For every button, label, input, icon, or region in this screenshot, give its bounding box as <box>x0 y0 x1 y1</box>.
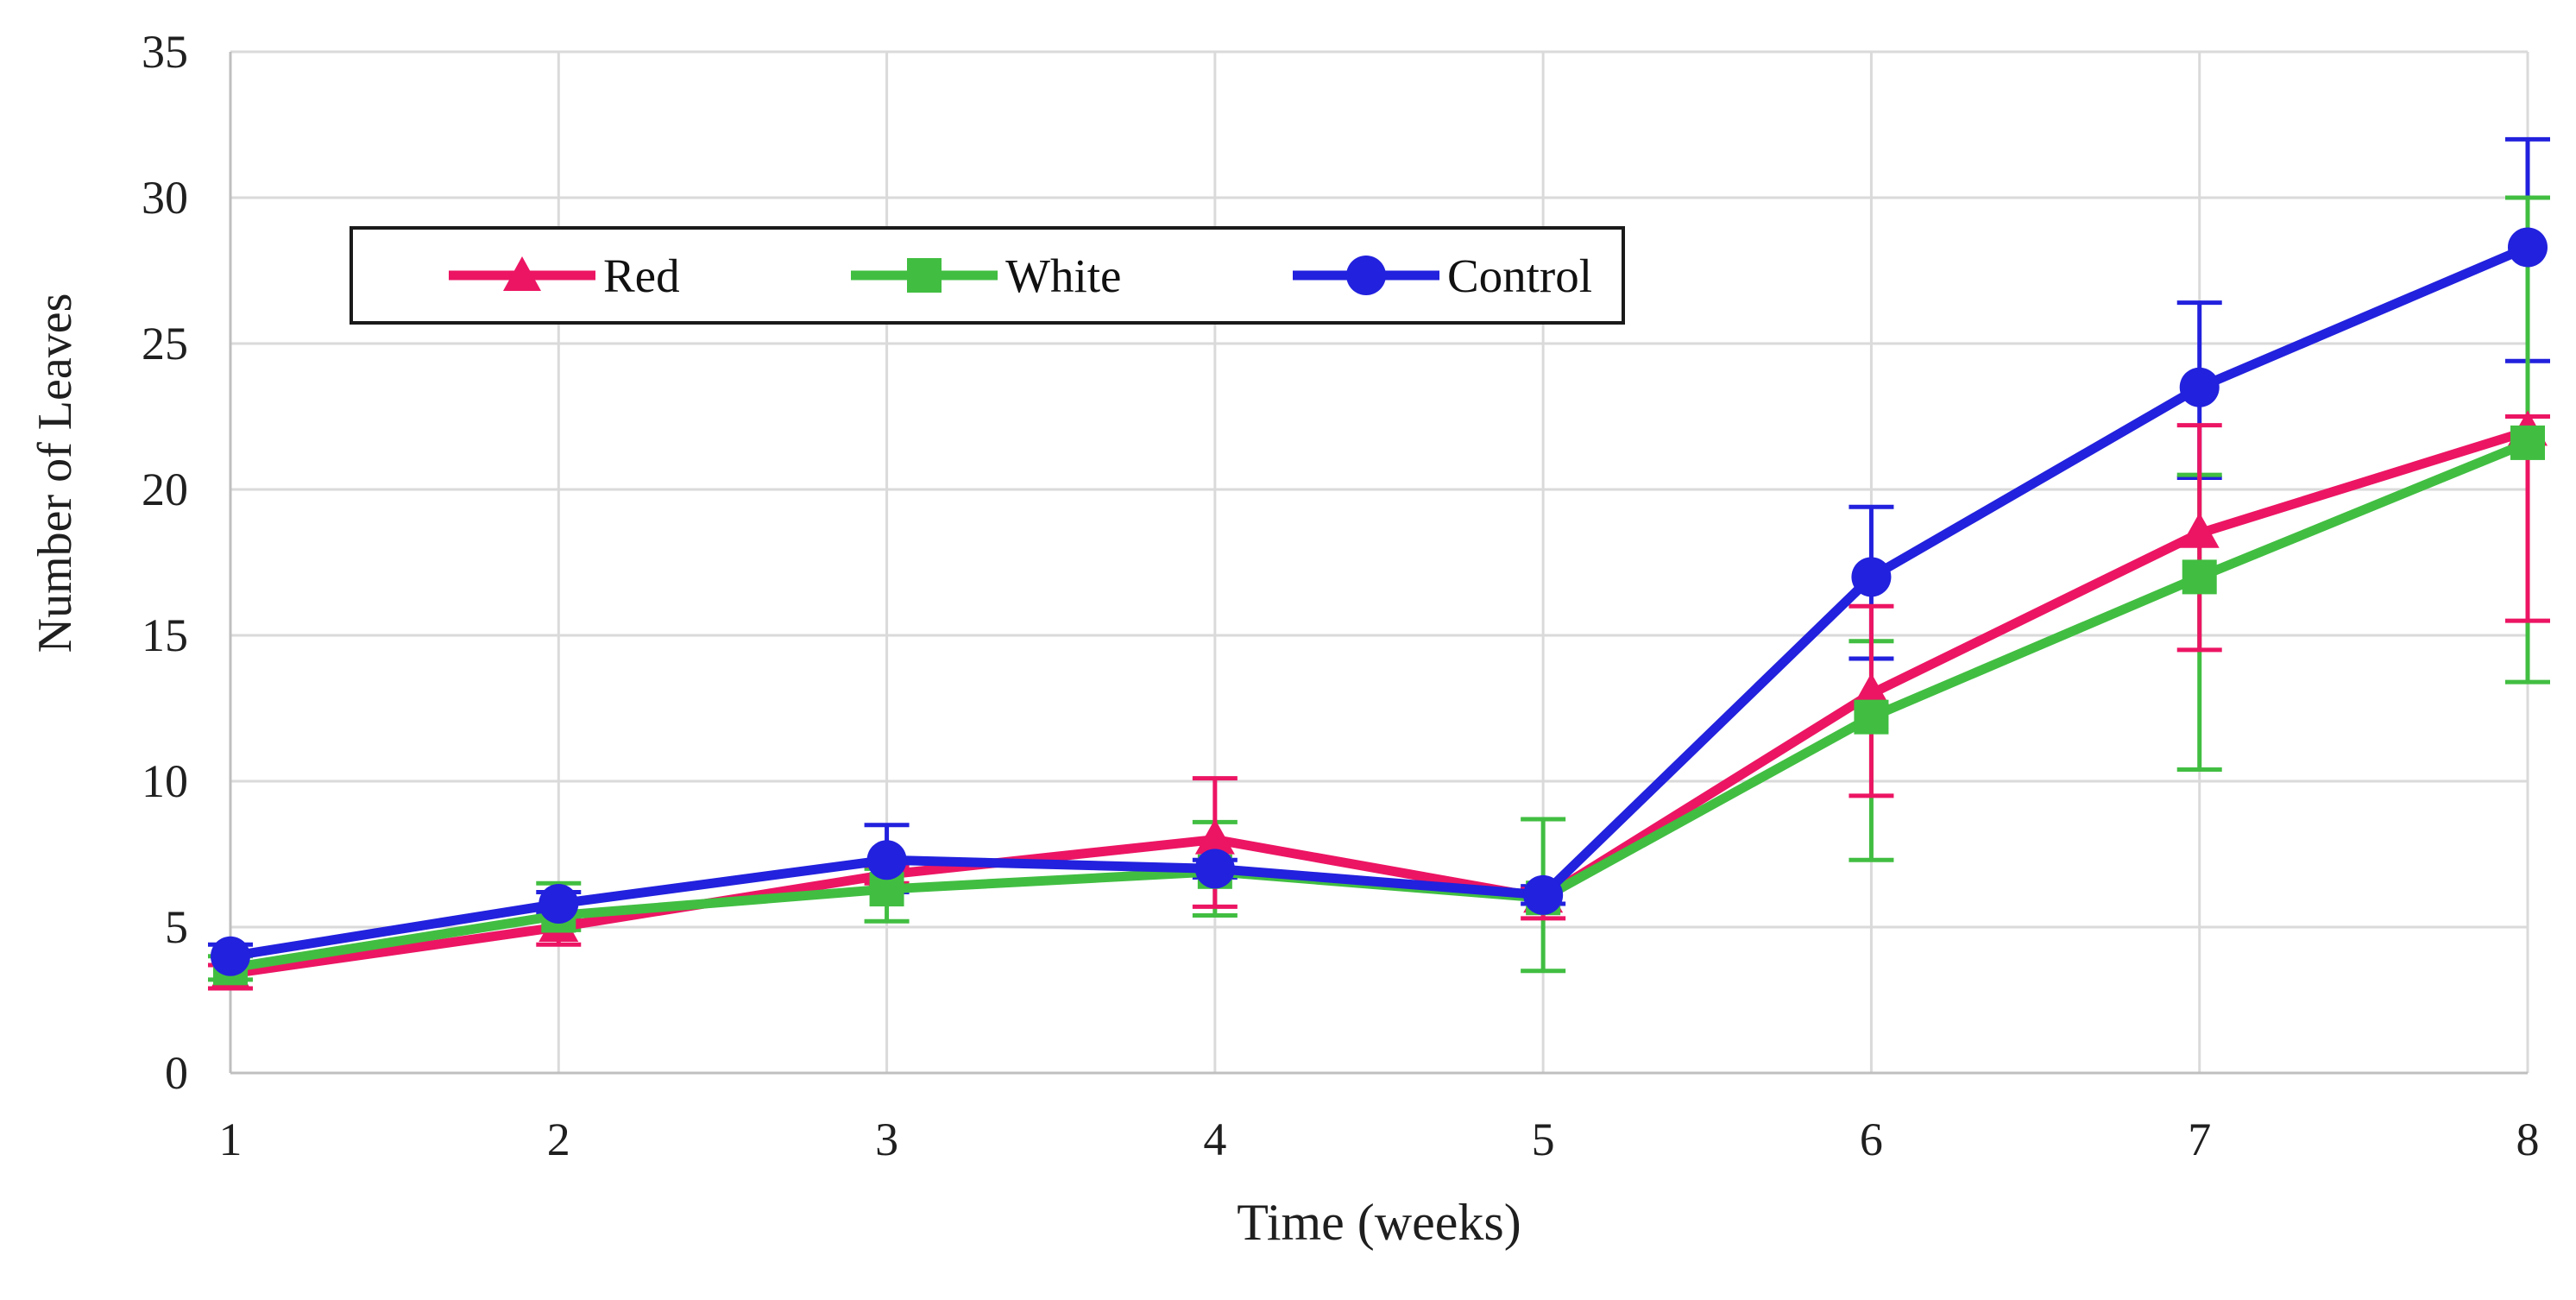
legend-label-control: Control <box>1446 249 1592 302</box>
axes <box>229 52 2528 1075</box>
triangle-marker-icon <box>449 256 595 291</box>
x-tick-label: 7 <box>2188 1114 2211 1165</box>
x-tick-label: 5 <box>1532 1114 1555 1165</box>
legend-label-white: White <box>1005 249 1122 302</box>
y-tick-label: 20 <box>142 464 188 515</box>
x-tick-label: 6 <box>1860 1114 1883 1165</box>
legend-item-white: White <box>847 248 1121 303</box>
tick-labels: 0 5 10 15 20 25 30 35 1 2 3 4 5 6 7 8 <box>142 26 2540 1165</box>
x-axis-title: Time (weeks) <box>1237 1194 1521 1251</box>
x-tick-label: 1 <box>219 1114 242 1165</box>
x-tick-label: 3 <box>875 1114 898 1165</box>
y-tick-label: 0 <box>165 1047 188 1099</box>
y-tick-label: 35 <box>142 26 188 78</box>
y-axis-title: Number of Leaves <box>28 293 82 653</box>
x-tick-label: 4 <box>1203 1114 1226 1165</box>
circle-marker-icon <box>1292 256 1439 295</box>
y-tick-label: 30 <box>142 172 188 224</box>
y-tick-label: 25 <box>142 318 188 369</box>
legend: Red White Control <box>350 226 1625 325</box>
y-tick-label: 10 <box>142 755 188 807</box>
legend-label-red: Red <box>603 249 680 302</box>
series-control <box>211 227 2548 976</box>
square-marker-icon <box>851 258 998 293</box>
y-tick-label: 15 <box>142 609 188 661</box>
legend-item-red: Red <box>444 248 680 303</box>
x-tick-label: 8 <box>2516 1114 2540 1165</box>
legend-item-control: Control <box>1288 248 1592 303</box>
x-tick-label: 2 <box>547 1114 570 1165</box>
y-tick-label: 5 <box>165 901 188 953</box>
